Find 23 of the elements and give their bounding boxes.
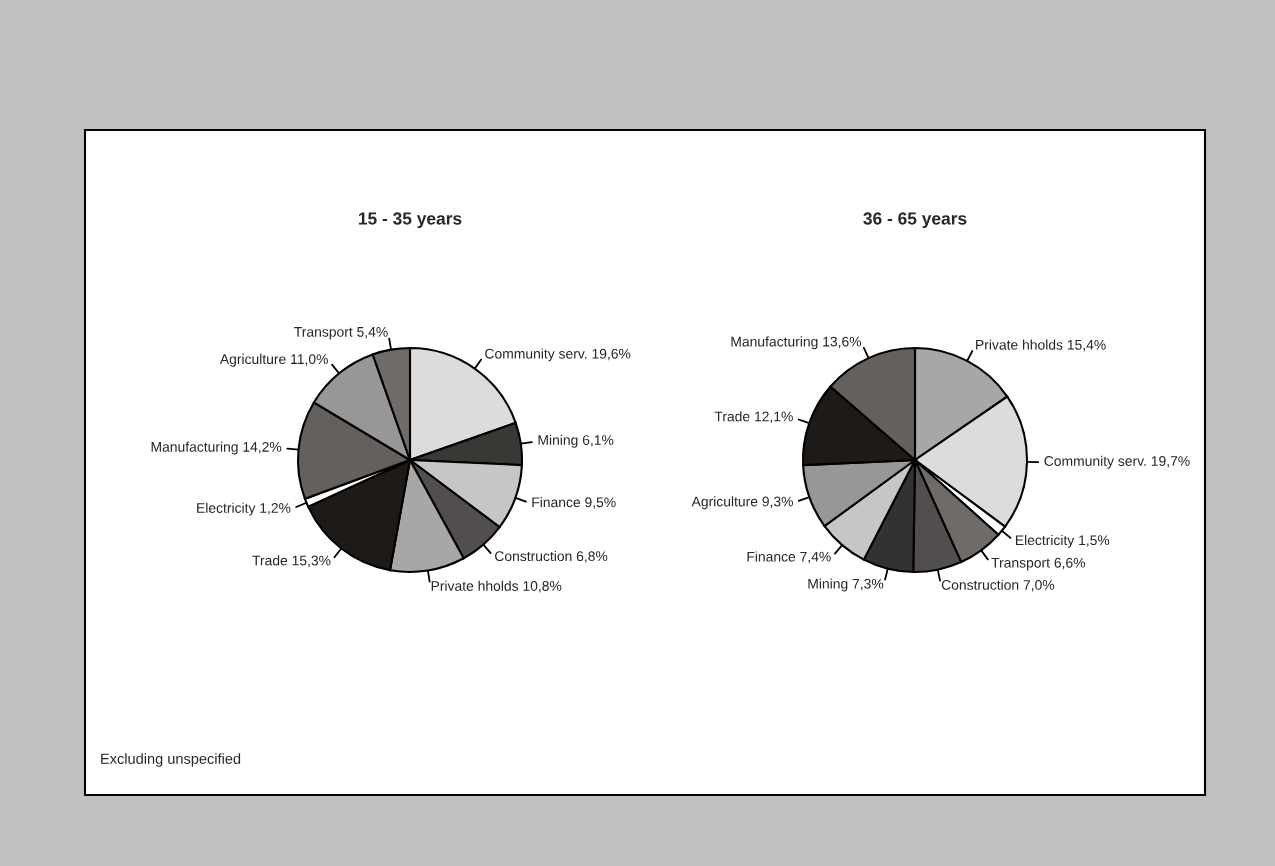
- slice-label: Trade 12,1%: [714, 411, 793, 424]
- slice-label: Transport 6,6%: [991, 557, 1086, 571]
- slice-label: Finance 7,4%: [747, 551, 831, 564]
- slice-label: Community serv. 19,7%: [1044, 455, 1190, 469]
- slice-label: Manufacturing 13,6%: [731, 336, 862, 350]
- slice-label: Electricity 1,5%: [1015, 534, 1110, 548]
- slice-label: Electricity 1,2%: [197, 502, 291, 516]
- slice-label: Construction 7,0%: [941, 579, 1055, 592]
- slice-label: Agriculture 9,3%: [691, 496, 793, 510]
- slice-label: Finance 9,5%: [532, 497, 616, 509]
- slice-label: Private hholds 15,4%: [976, 339, 1106, 352]
- slice-label: Mining 6,1%: [538, 434, 614, 448]
- text: Excluding unspecified: [101, 753, 241, 767]
- slice-label: Mining 7,3%: [808, 578, 884, 592]
- slice-label: Agriculture 11,0%: [219, 353, 328, 367]
- chart-title: 15 - 35 years: [358, 212, 462, 229]
- slice-label: Construction 6,8%: [495, 550, 608, 563]
- chart-title: 36 - 65 years: [863, 212, 967, 229]
- slice-label: Community serv. 19,6%: [485, 348, 631, 362]
- slice-label: Transport 5,4%: [294, 327, 388, 340]
- slice-label: Trade 15,3%: [252, 555, 331, 568]
- slice-label: Private hholds 10,8%: [431, 580, 562, 593]
- slice-label: Manufacturing 14,2%: [151, 441, 282, 455]
